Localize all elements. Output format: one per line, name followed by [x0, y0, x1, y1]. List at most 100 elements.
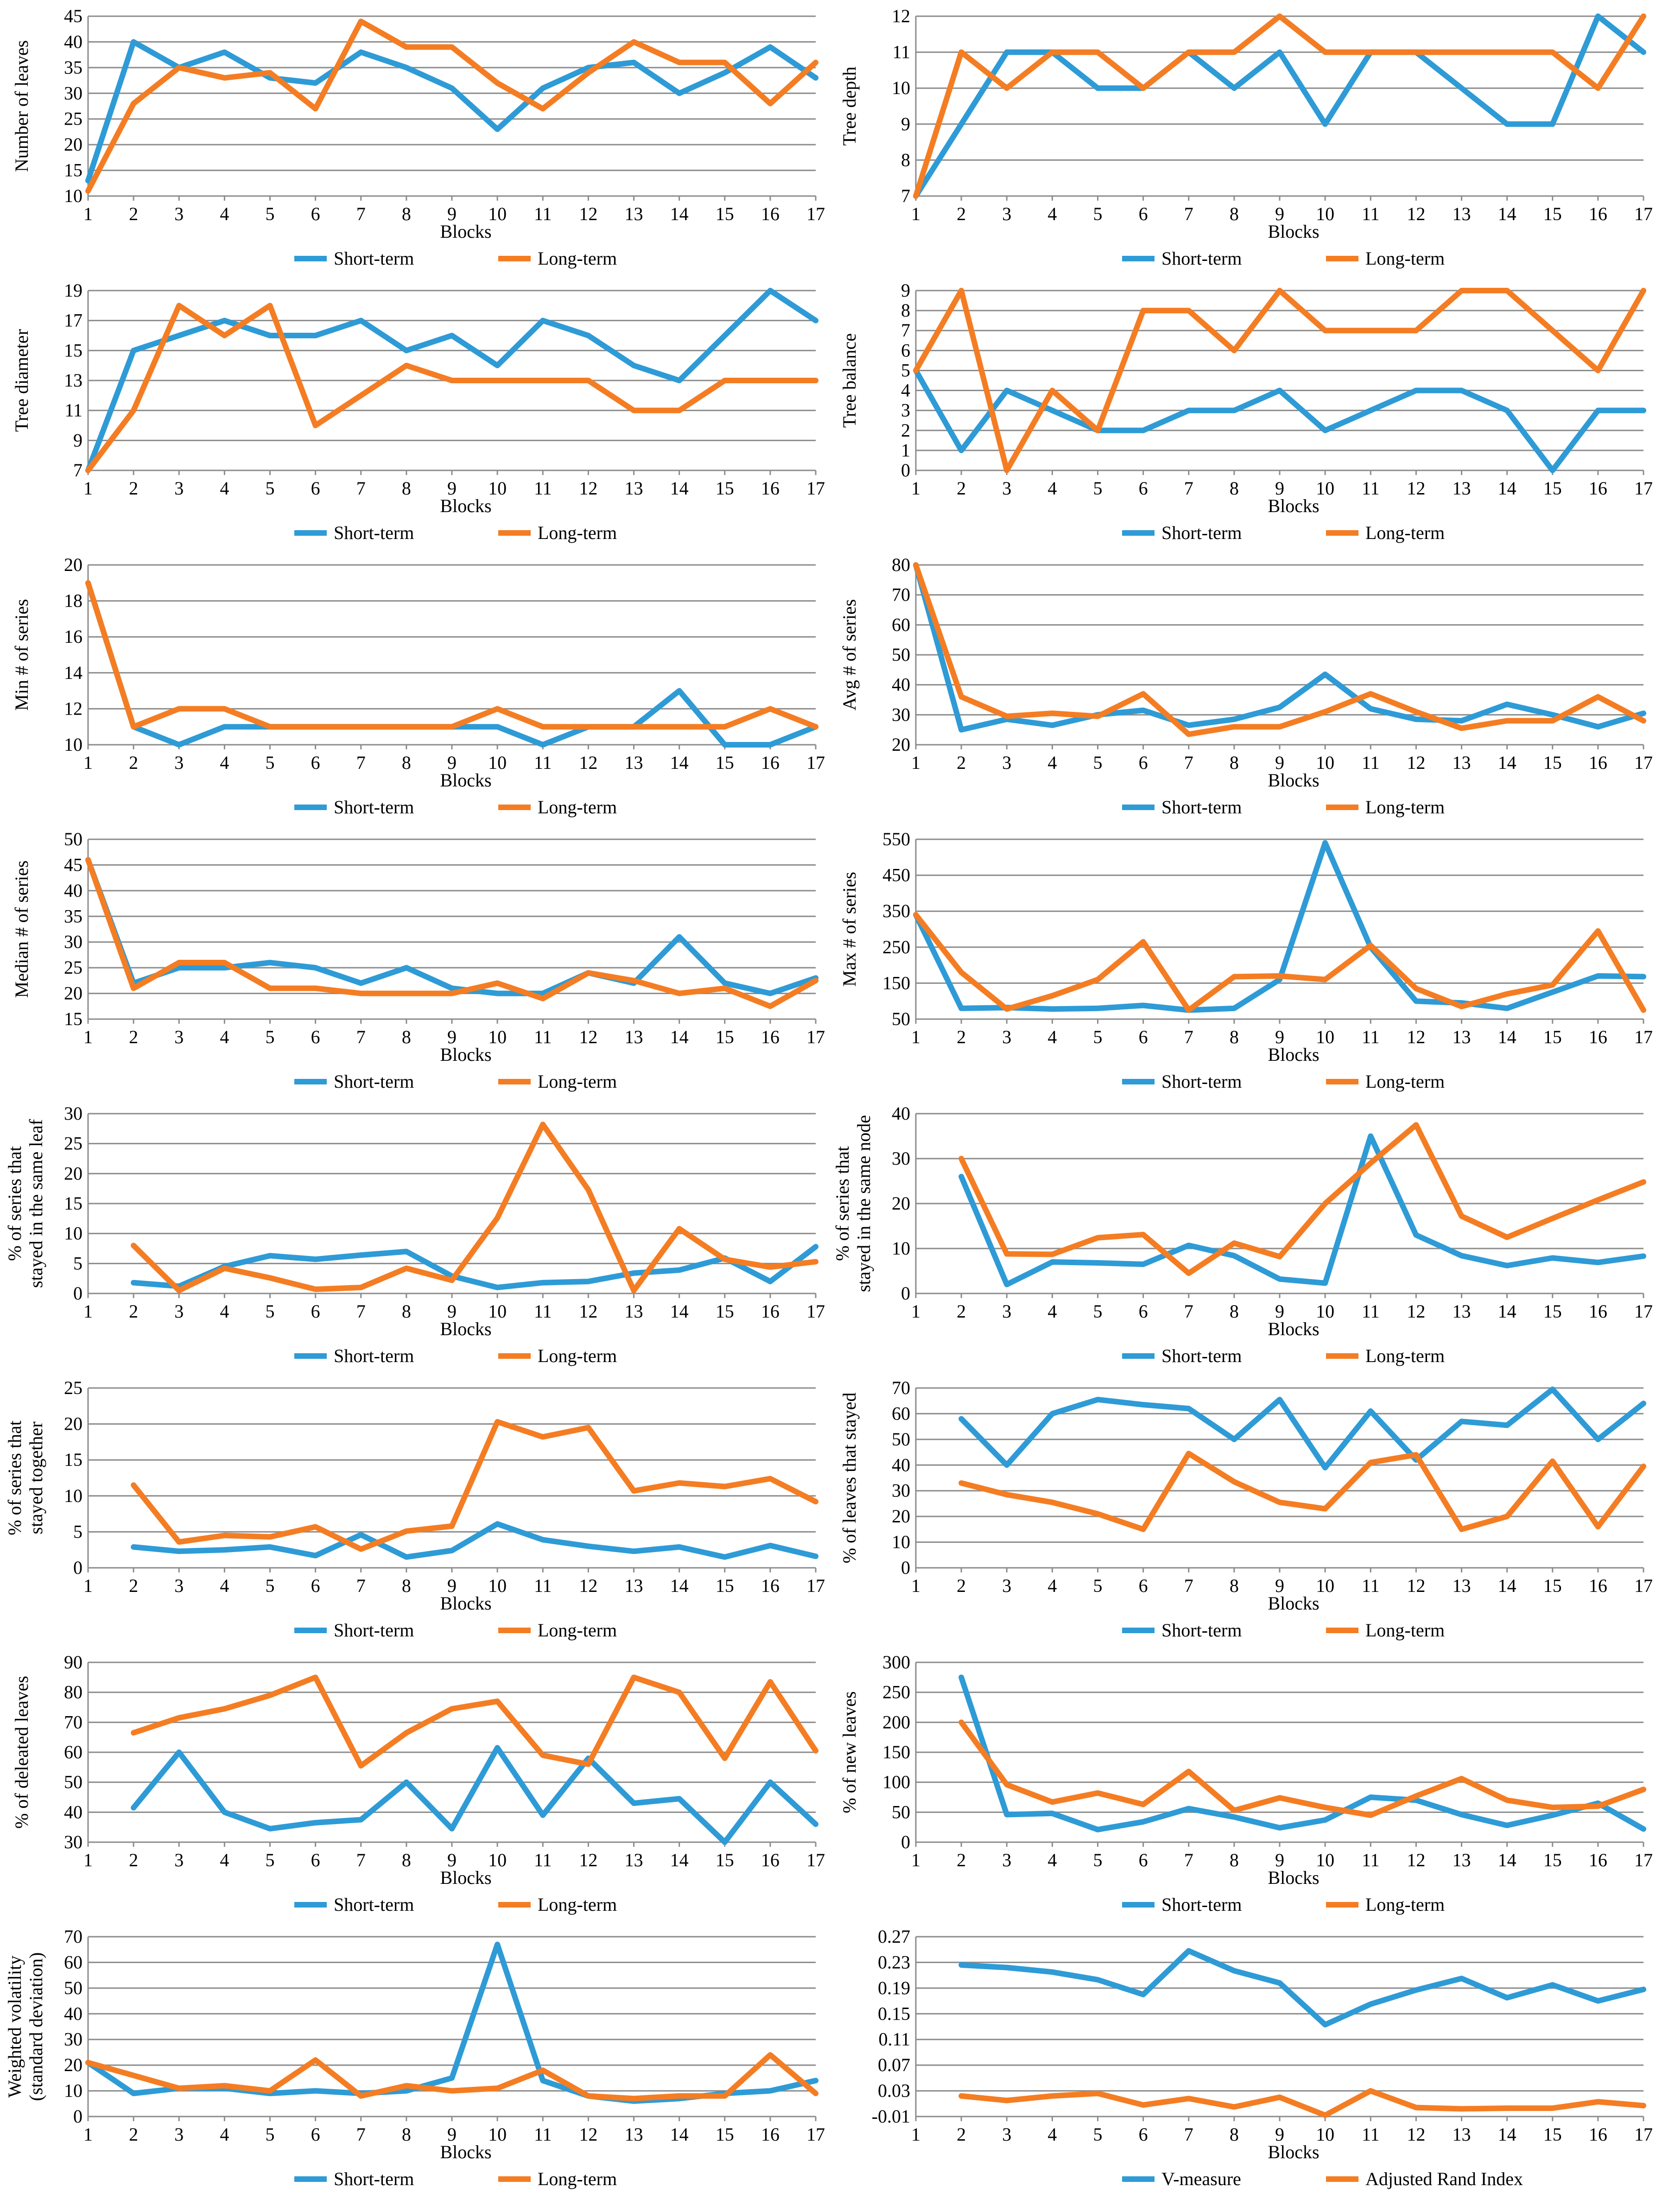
y-axis-label: Avg # of series — [839, 599, 860, 710]
data-point — [1279, 975, 1281, 977]
data-point — [633, 979, 635, 982]
data-point — [1233, 349, 1235, 352]
data-point — [1006, 1283, 1008, 1286]
data-point — [769, 1781, 771, 1783]
data-point — [360, 20, 362, 23]
x-tick-label: 3 — [1002, 203, 1011, 224]
data-point — [360, 1534, 362, 1536]
x-tick-label: 3 — [174, 2124, 184, 2145]
data-point — [1370, 51, 1372, 53]
x-tick-label: 8 — [402, 1027, 411, 1047]
data-point — [1597, 87, 1599, 89]
x-tick-label: 6 — [311, 203, 320, 224]
x-tick-label: 10 — [1316, 1027, 1334, 1047]
data-point — [496, 708, 499, 710]
data-point — [1506, 1264, 1508, 1267]
data-point — [1324, 842, 1326, 844]
data-point — [1415, 1234, 1417, 1236]
y-tick-label: 4 — [901, 380, 910, 401]
data-point — [723, 726, 726, 728]
data-point — [87, 582, 89, 584]
data-point — [133, 1281, 135, 1284]
data-point — [1460, 1255, 1463, 1257]
y-tick-label: 40 — [64, 2003, 82, 2024]
data-point — [314, 1821, 317, 1824]
x-tick-label: 1 — [911, 1575, 920, 1596]
data-point — [769, 2054, 771, 2056]
data-point — [1551, 123, 1554, 125]
x-tick-label: 9 — [447, 1301, 457, 1322]
data-point — [815, 61, 817, 63]
data-point — [1279, 1255, 1281, 1258]
data-point — [1279, 389, 1281, 392]
x-tick-label: 13 — [1453, 1575, 1471, 1596]
data-point — [1187, 1770, 1190, 1773]
x-tick-label: 15 — [716, 1027, 734, 1047]
data-point — [1051, 409, 1053, 412]
x-axis-label: Blocks — [440, 1867, 491, 1888]
data-point — [405, 1556, 407, 1558]
data-point — [178, 1751, 180, 1753]
data-point — [223, 726, 226, 728]
data-point — [178, 304, 180, 307]
data-point — [314, 1526, 317, 1528]
y-tick-label: 90 — [64, 1652, 82, 1673]
data-point — [815, 1261, 817, 1263]
data-point — [1279, 15, 1281, 17]
x-axis-label: Blocks — [440, 770, 491, 791]
series-line-blue — [131, 1745, 818, 1845]
y-axis-label: % of leaves that stayed — [839, 1393, 860, 1564]
x-tick-label: 10 — [488, 1301, 507, 1322]
x-tick-label: 2 — [129, 1575, 138, 1596]
data-point — [178, 1289, 180, 1292]
data-point — [496, 726, 499, 728]
data-point — [1460, 290, 1463, 292]
y-tick-label: 0 — [73, 1557, 82, 1578]
data-point — [314, 1676, 317, 1679]
data-point — [587, 1280, 590, 1283]
y-tick-label: 7 — [901, 320, 910, 341]
data-point — [314, 82, 317, 84]
x-tick-label: 2 — [129, 2124, 138, 2145]
data-point — [1233, 87, 1235, 89]
x-tick-label: 15 — [1543, 1027, 1562, 1047]
data-point — [1415, 51, 1417, 53]
y-tick-label: 17 — [64, 310, 82, 331]
legend-label: V-measure — [1161, 2168, 1241, 2189]
data-point — [87, 2061, 89, 2064]
y-tick-label: 50 — [892, 1801, 910, 1822]
x-tick-label: 10 — [488, 478, 507, 499]
y-tick-label: 60 — [892, 614, 910, 635]
data-point — [1370, 1796, 1372, 1798]
y-tick-label: 40 — [64, 31, 82, 52]
x-tick-label: 15 — [1543, 1575, 1562, 1596]
series-line-blue — [85, 580, 818, 748]
data-point — [1597, 1261, 1599, 1264]
data-point — [1370, 944, 1372, 946]
x-tick-label: 2 — [957, 203, 966, 224]
y-tick-label: 200 — [882, 1711, 910, 1732]
data-point — [314, 1258, 317, 1261]
x-tick-label: 16 — [761, 203, 780, 224]
data-point — [496, 380, 499, 381]
series-line-orange — [131, 1122, 818, 1293]
y-tick-label: 30 — [892, 704, 910, 725]
x-tick-label: 8 — [1230, 203, 1239, 224]
x-tick-label: 14 — [670, 752, 689, 773]
series-line-orange — [131, 1419, 818, 1552]
x-tick-label: 9 — [447, 203, 457, 224]
x-tick-label: 12 — [1407, 1301, 1425, 1322]
data-point — [1551, 330, 1554, 332]
legend-label: Long-term — [1365, 1894, 1445, 1915]
data-point — [133, 1244, 135, 1247]
x-tick-label: 14 — [1498, 752, 1516, 773]
y-tick-label: 7 — [901, 185, 910, 206]
x-tick-label: 14 — [670, 1301, 689, 1322]
data-point — [360, 992, 362, 995]
x-tick-label: 16 — [1589, 478, 1607, 499]
data-point — [1460, 87, 1463, 89]
data-point — [633, 364, 635, 367]
y-axis-label: % of series that — [4, 1420, 25, 1535]
